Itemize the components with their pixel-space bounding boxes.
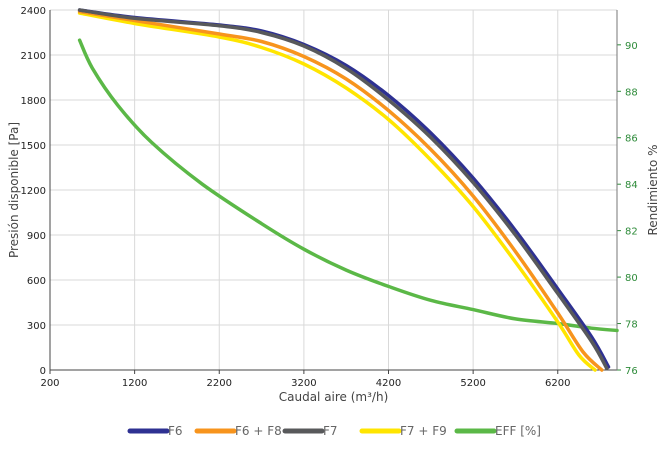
legend-label-f7-f9: F7 + F9 xyxy=(400,424,447,438)
y2-tick-label: 86 xyxy=(625,134,638,145)
y2-tick-label: 90 xyxy=(625,41,638,52)
x-tick-label: 3200 xyxy=(291,378,316,389)
series-line-f6 xyxy=(77,8,611,369)
y-tick-label: 1800 xyxy=(21,96,46,107)
tick-labels: 0 300 600 900 1200 1500 1800 2100 2400 200 1200 220… xyxy=(21,6,638,389)
y-tick-label: 900 xyxy=(27,231,46,242)
y-tick-label: 2100 xyxy=(21,51,46,62)
y-tick-label: 1200 xyxy=(21,186,46,197)
y2-tick-label: 88 xyxy=(625,87,638,98)
y2-tick-label: 78 xyxy=(625,320,638,331)
x-tick-label: 1200 xyxy=(122,378,147,389)
legend-label-eff: EFF [%] xyxy=(495,424,541,438)
y-tick-label: 0 xyxy=(40,366,46,377)
y2-tick-label: 82 xyxy=(625,227,638,238)
grid xyxy=(49,9,617,371)
y-tick-label: 600 xyxy=(27,276,46,287)
x-axis-title: Caudal aire (m³/h) xyxy=(279,390,389,404)
y2-tick-label: 80 xyxy=(625,273,638,284)
series-line-f7 xyxy=(77,8,609,371)
axes xyxy=(49,10,621,374)
x-tick-label: 5200 xyxy=(460,378,485,389)
y2-axis-title: Rendimiento % xyxy=(646,144,660,235)
x-tick-label: 4200 xyxy=(376,378,401,389)
y-tick-label: 1500 xyxy=(21,141,46,152)
legend-label-f7: F7 xyxy=(323,424,338,438)
legend-label-f6: F6 xyxy=(168,424,183,438)
series-lines xyxy=(77,8,619,372)
y-tick-label: 2400 xyxy=(21,6,46,17)
series-line-eff xyxy=(77,38,619,333)
legend: F6 F6 + F8 F7 F7 + F9 EFF [%] xyxy=(127,424,541,438)
y2-tick-label: 84 xyxy=(625,180,638,191)
x-tick-label: 200 xyxy=(40,378,59,389)
series-line-f7-f9 xyxy=(77,11,597,372)
y-axis-title: Presión disponible [Pa] xyxy=(7,122,21,258)
series-line-f6-f8 xyxy=(77,9,604,372)
x-tick-label: 6200 xyxy=(545,378,570,389)
x-tick-label: 2200 xyxy=(207,378,232,389)
y-tick-label: 300 xyxy=(27,321,46,332)
y2-tick-label: 76 xyxy=(625,366,638,377)
legend-label-f6-f8: F6 + F8 xyxy=(235,424,282,438)
